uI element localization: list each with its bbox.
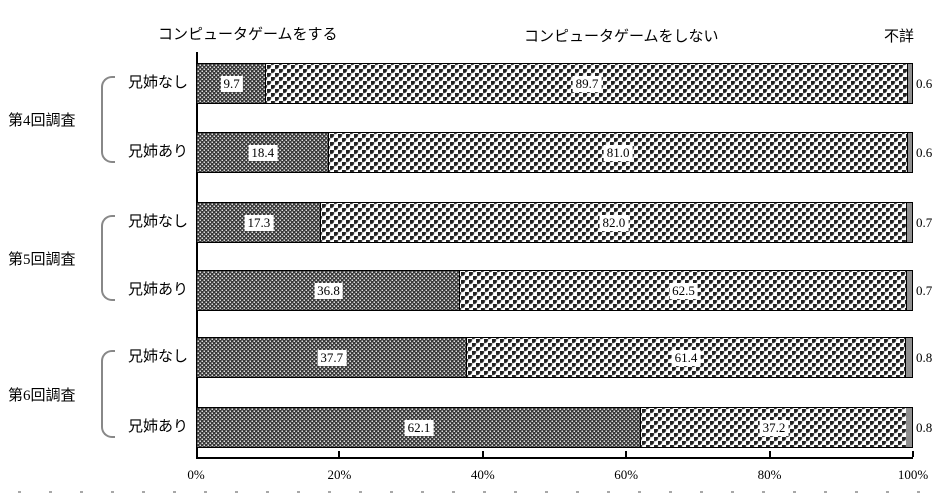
value-label-no-play: 61.4 [671, 349, 701, 366]
segment-play [197, 133, 329, 172]
value-label-no-play: 62.5 [669, 282, 698, 299]
legend-label-unknown: 不詳 [884, 29, 915, 45]
bar-row: 36.8 62.5 0.7 [196, 270, 932, 311]
bottom-dotted-line [18, 491, 936, 493]
segment-unknown [906, 408, 912, 447]
row-label: 兄姉あり [127, 419, 188, 435]
row-label: 兄姉なし [127, 349, 188, 365]
value-label-unknown: 0.6 [916, 75, 933, 91]
x-tick-label: 20% [327, 467, 352, 482]
value-label-unknown: 0.8 [916, 419, 933, 435]
row-label: 兄姉あり [127, 144, 188, 160]
row-label: 兄姉なし [127, 75, 188, 91]
bar-row: 9.7 89.7 0.6 [196, 63, 932, 104]
value-label-play: 17.3 [244, 214, 274, 231]
segment-unknown [907, 271, 912, 310]
bar-row: 17.3 82.0 0.7 [196, 202, 932, 243]
x-tick [912, 451, 914, 457]
segment-no-play [466, 338, 906, 377]
value-label-unknown: 0.8 [916, 349, 933, 365]
group-label: 第4回調査 [8, 113, 76, 129]
legend-label-no-play: コンピュータゲームをしない [524, 29, 719, 45]
group-label: 第5回調査 [8, 251, 76, 268]
segment-unknown [906, 338, 912, 377]
segment-unknown [907, 64, 912, 103]
value-label-play: 18.4 [248, 144, 278, 161]
segment-unknown [907, 203, 912, 242]
x-axis-line [196, 457, 913, 459]
x-tick-label: 60% [614, 467, 639, 482]
value-label-no-play: 37.2 [759, 419, 789, 436]
x-tick [481, 451, 484, 457]
value-label-play: 37.7 [317, 349, 347, 366]
value-label-play: 62.1 [404, 419, 434, 436]
group-label: 第6回調査 [8, 387, 76, 404]
x-tick [768, 451, 771, 457]
segment-no-play [266, 64, 908, 103]
bar-row: 18.4 81.0 0.6 [196, 132, 932, 173]
row-label: 兄姉なし [127, 214, 188, 230]
value-label-no-play: 82.0 [599, 214, 629, 231]
legend-label-play: コンピュータゲームをする [158, 27, 338, 43]
x-tick [338, 451, 341, 457]
value-label-no-play: 89.7 [572, 75, 602, 92]
x-tick-label: 40% [470, 467, 495, 482]
group-bracket [101, 75, 115, 163]
group-bracket [101, 214, 115, 301]
value-label-no-play: 81.0 [603, 144, 633, 161]
bar-row: 62.1 37.2 0.8 [196, 407, 932, 448]
value-label-play: 36.8 [314, 282, 343, 299]
row-label: 兄姉あり [127, 282, 188, 298]
x-tick-label: 100% [897, 467, 929, 482]
value-label-unknown: 0.6 [916, 144, 933, 160]
value-label-play: 9.7 [220, 75, 243, 92]
value-label-unknown: 0.7 [916, 282, 933, 298]
y-axis-line [196, 52, 198, 458]
segment-unknown [907, 133, 912, 172]
x-tick-label: 80% [757, 467, 782, 482]
bar-row: 37.7 61.4 0.8 [196, 337, 932, 378]
group-bracket [101, 349, 115, 438]
x-tick-label: 0% [187, 467, 205, 482]
value-label-unknown: 0.7 [916, 214, 933, 230]
x-tick [625, 451, 628, 457]
segment-no-play [328, 133, 908, 172]
